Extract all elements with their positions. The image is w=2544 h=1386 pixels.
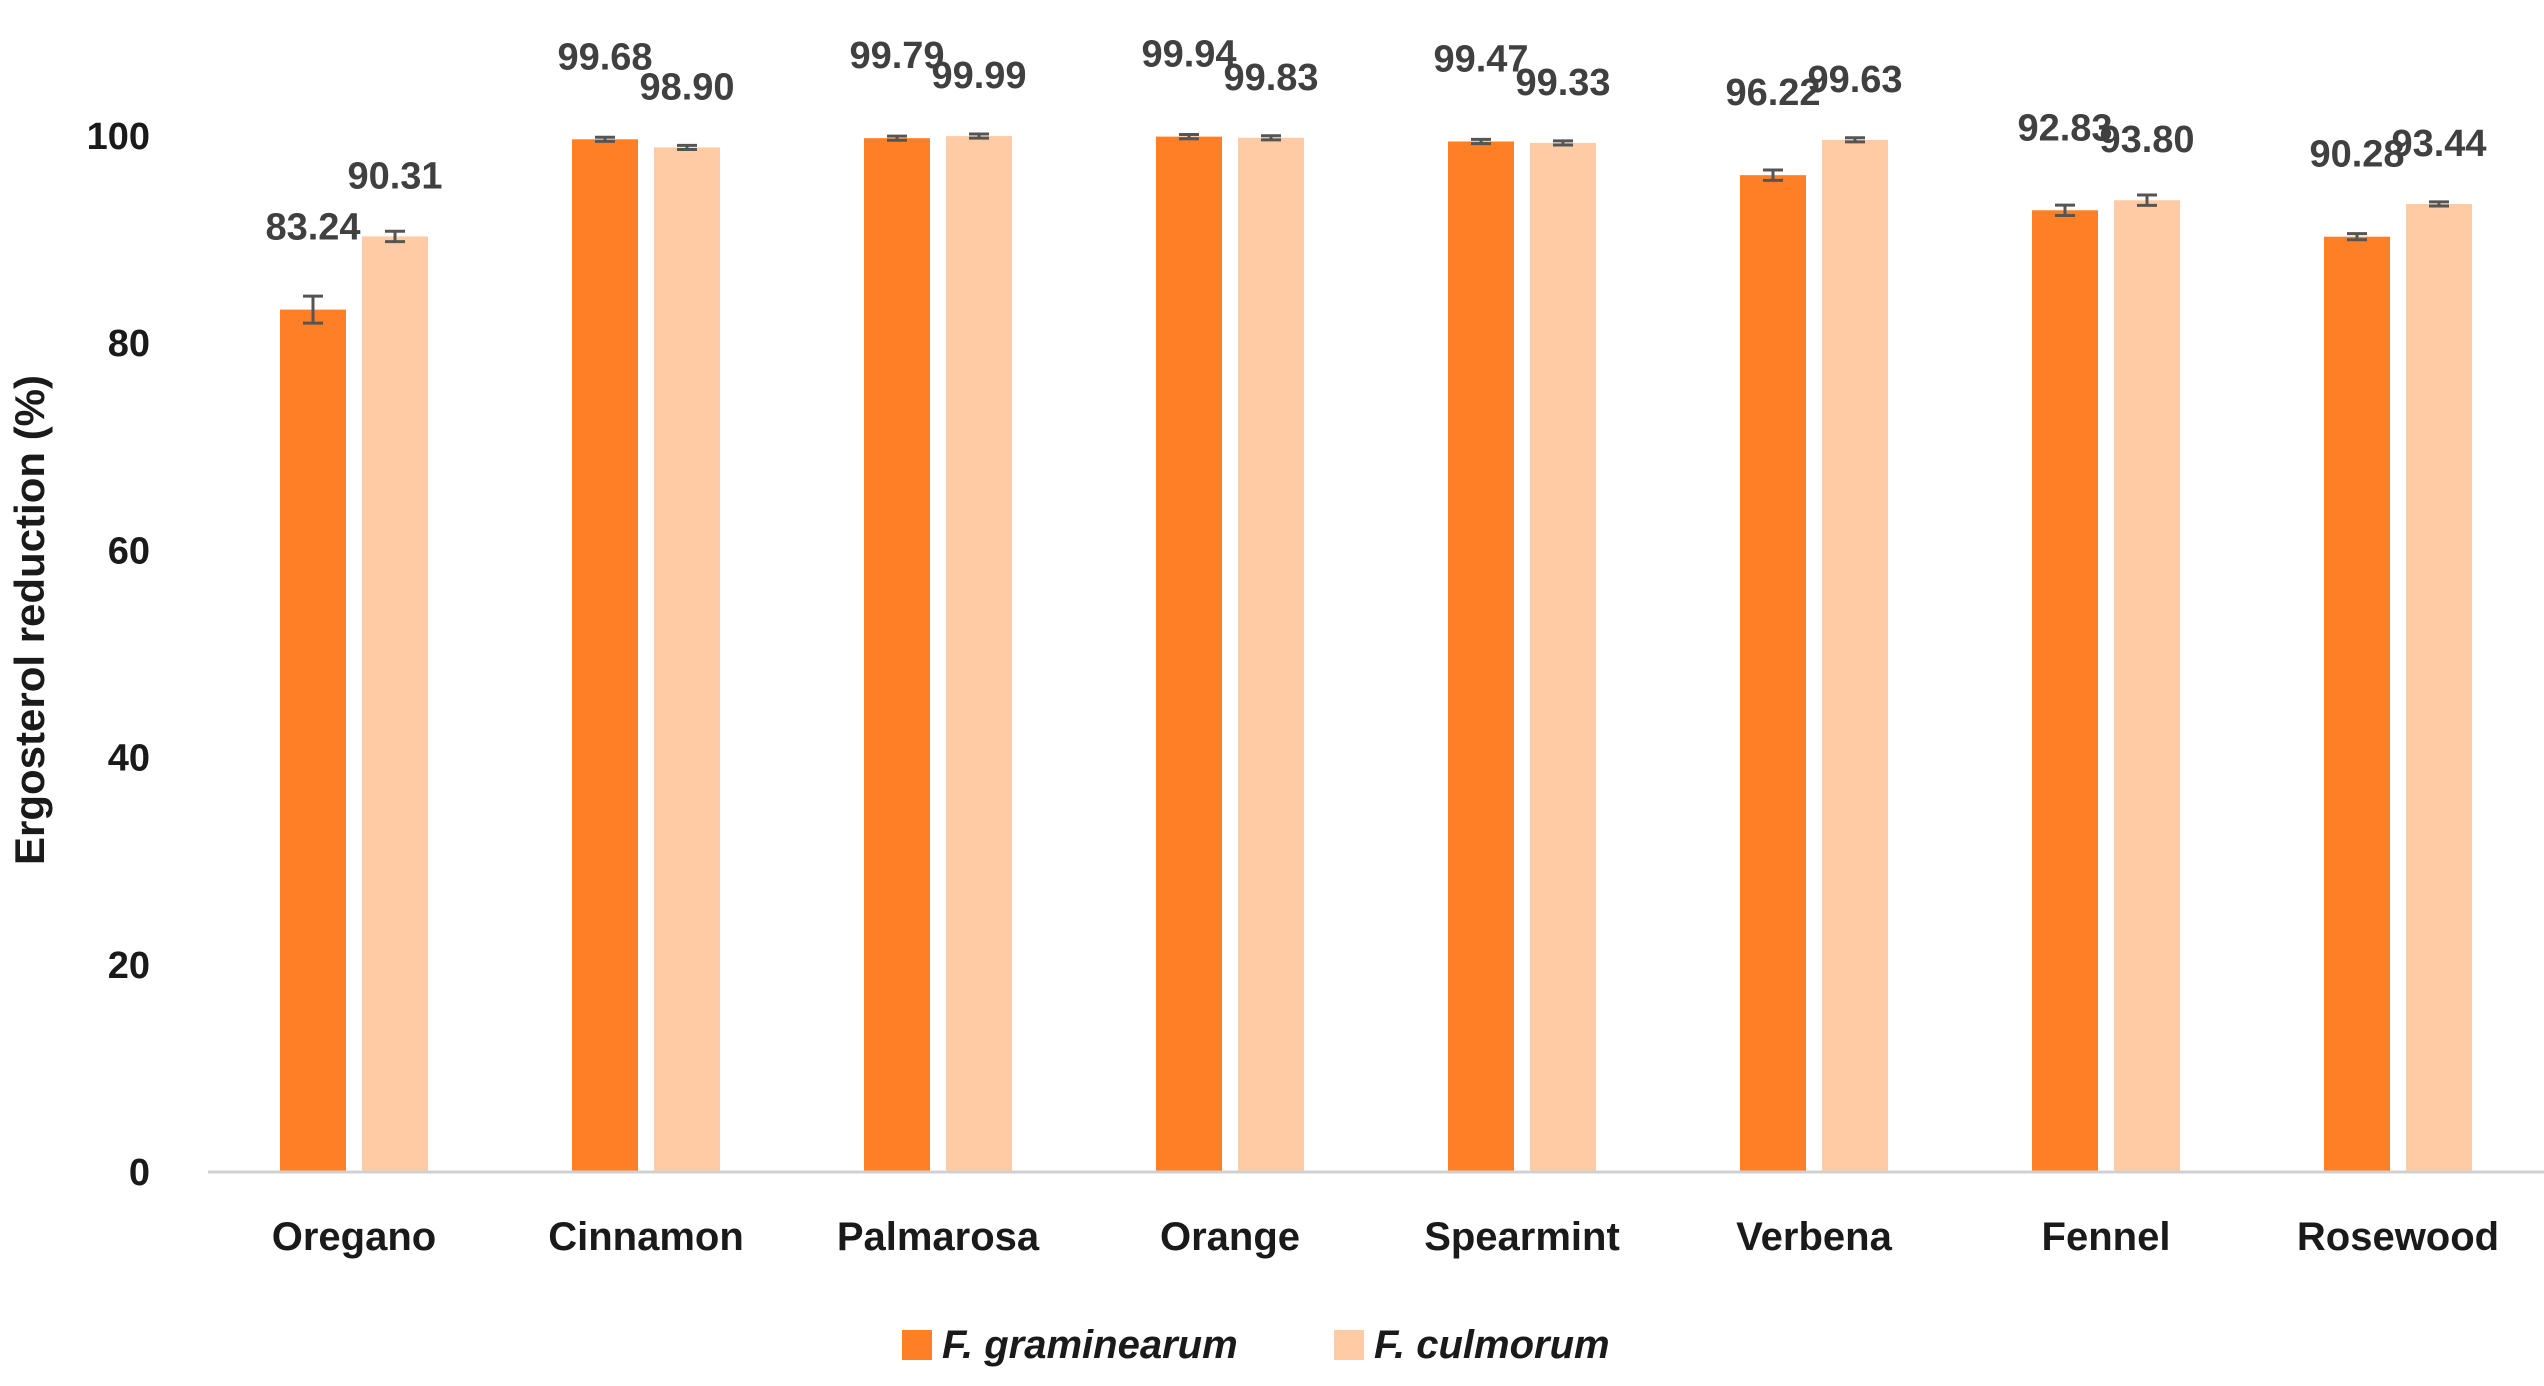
bar xyxy=(2114,200,2180,1172)
data-label: 99.99 xyxy=(931,55,1026,97)
data-label: 99.63 xyxy=(1807,59,1902,101)
bar xyxy=(654,147,720,1172)
legend-swatch-culmorum xyxy=(1334,1330,1364,1360)
legend-swatch-graminearum xyxy=(902,1330,932,1360)
x-tick-label: Spearmint xyxy=(1424,1215,1620,1259)
data-label: 98.90 xyxy=(639,66,734,108)
data-label: 93.80 xyxy=(2099,119,2194,161)
data-label: 93.44 xyxy=(2391,123,2486,165)
x-tick-label: Cinnamon xyxy=(548,1215,744,1259)
y-tick-label: 40 xyxy=(108,738,150,780)
bar xyxy=(1238,137,1304,1172)
x-tick-label: Palmarosa xyxy=(837,1215,1040,1259)
data-label: 99.79 xyxy=(849,35,944,77)
bar xyxy=(1740,175,1806,1173)
data-label: 99.83 xyxy=(1223,57,1318,99)
x-axis: Oregano Cinnamon Palmarosa Orange Spearmint V… xyxy=(208,1170,2544,1259)
x-tick-label: Oregano xyxy=(272,1215,436,1259)
legend-label-graminearum: F. graminearum xyxy=(942,1323,1238,1367)
x-tick-label: Orange xyxy=(1160,1215,1300,1259)
bar xyxy=(2032,210,2098,1173)
data-label: 96.22 xyxy=(1725,72,1820,114)
data-label: 99.33 xyxy=(1515,62,1610,104)
data-label: 99.94 xyxy=(1141,34,1236,76)
bars xyxy=(280,136,2472,1173)
y-axis-title: Ergosterol reduction (%) xyxy=(6,375,53,865)
y-tick-label: 80 xyxy=(108,323,150,365)
legend-label-culmorum: F. culmorum xyxy=(1374,1323,1610,1367)
y-tick-label: 100 xyxy=(87,116,150,158)
data-label: 99.68 xyxy=(557,36,652,78)
y-tick-label: 20 xyxy=(108,945,150,987)
x-tick-label: Fennel xyxy=(2042,1215,2171,1259)
x-tick-label: Verbena xyxy=(1736,1215,1892,1259)
bar xyxy=(572,139,638,1173)
bar xyxy=(946,136,1012,1172)
bar xyxy=(1156,136,1222,1173)
data-label: 99.47 xyxy=(1433,38,1528,80)
legend: F. graminearum F. culmorum xyxy=(902,1323,1610,1367)
y-axis: 0 20 40 60 80 100 xyxy=(87,116,150,1194)
x-tick-label: Rosewood xyxy=(2297,1215,2499,1259)
bar xyxy=(1448,141,1514,1172)
bar xyxy=(1530,142,1596,1173)
error-bars xyxy=(303,132,2449,325)
bar xyxy=(280,309,346,1172)
bar xyxy=(2406,203,2472,1172)
bar xyxy=(362,236,428,1172)
bar xyxy=(2324,236,2390,1172)
data-label: 83.24 xyxy=(265,207,360,249)
y-tick-label: 60 xyxy=(108,530,150,572)
data-label: 90.28 xyxy=(2309,134,2404,176)
data-label: 92.83 xyxy=(2017,107,2112,149)
bar xyxy=(864,138,930,1173)
y-tick-label: 0 xyxy=(129,1152,150,1194)
bar xyxy=(1822,139,1888,1172)
data-label: 90.31 xyxy=(347,155,442,197)
